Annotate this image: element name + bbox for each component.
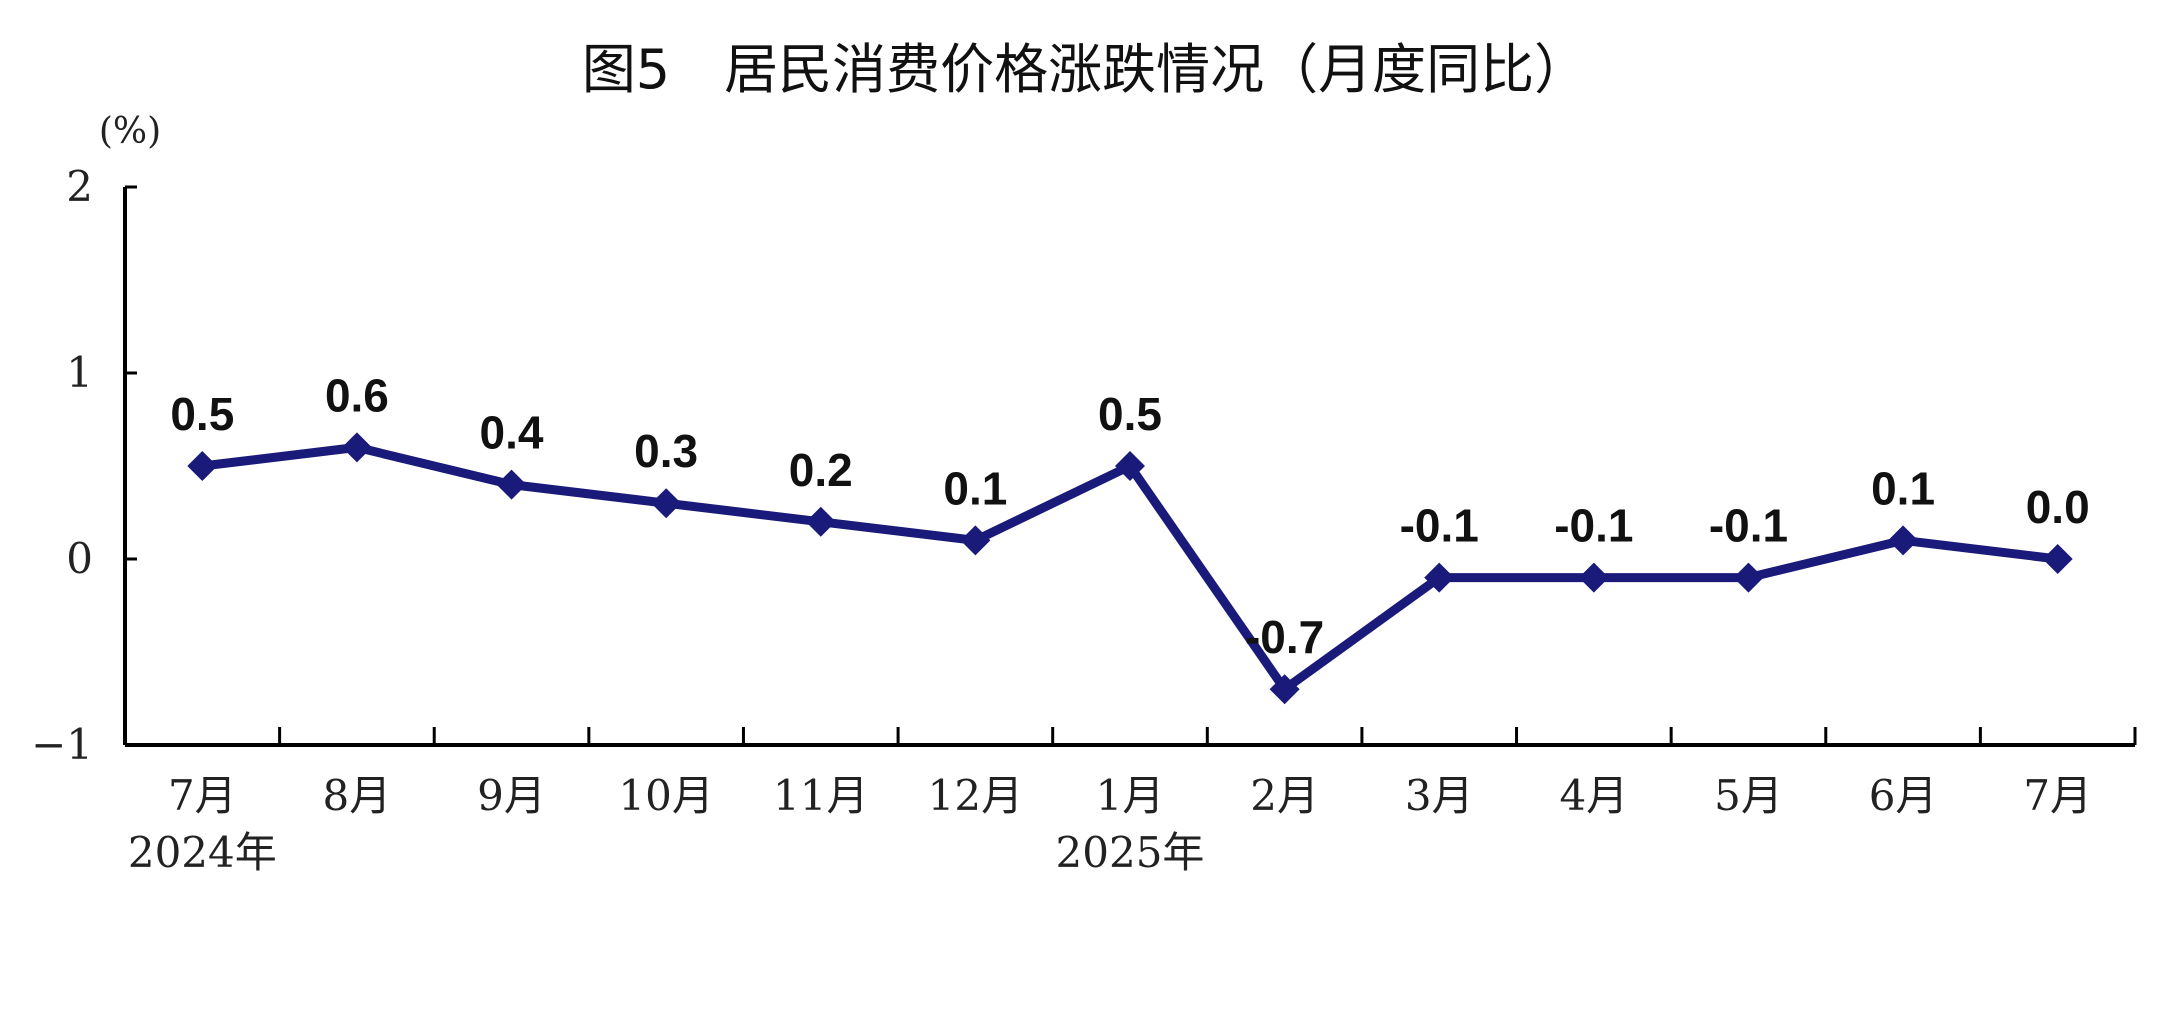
data-point-marker	[1269, 674, 1300, 705]
y-tick-label: −1	[31, 720, 93, 769]
data-label: 0.3	[634, 425, 698, 477]
data-point-marker	[1115, 451, 1145, 481]
data-label: -0.1	[1709, 500, 1788, 552]
data-point-marker	[1578, 562, 1609, 593]
y-tick-label: 1	[66, 348, 93, 397]
data-label: 0.1	[1871, 462, 1935, 514]
data-point-marker	[1424, 562, 1455, 593]
data-label: 0.0	[2026, 481, 2090, 533]
data-point-marker	[805, 506, 836, 537]
data-label: 0.4	[480, 407, 544, 459]
data-point-marker	[651, 488, 682, 519]
x-tick-label: 10月	[618, 771, 713, 820]
x-tick-label: 11月	[773, 771, 868, 820]
data-point-marker	[960, 525, 991, 556]
x-tick-label: 12月	[928, 771, 1023, 820]
data-point-marker	[2042, 544, 2073, 574]
series-layer	[187, 432, 2073, 705]
y-axis-ticks: 2 1 0 −1	[31, 162, 137, 769]
x-tick-label: 7月	[168, 771, 237, 820]
data-point-marker	[496, 469, 527, 500]
x-axis-ticks: 7月 8月 9月 10月 11月 12月 1月 2月 3月 4月 5月 6月 7月 2024年 2025年	[123, 727, 2137, 877]
data-label: 0.2	[789, 444, 853, 496]
axes	[123, 187, 2135, 747]
y-tick-label: 2	[66, 162, 93, 211]
y-axis-unit-label: (%)	[99, 111, 161, 152]
data-label: 0.6	[325, 369, 389, 421]
data-point-marker	[341, 432, 372, 463]
x-year-label: 2025年	[1056, 828, 1205, 877]
data-label: 0.5	[170, 388, 234, 440]
data-label: -0.7	[1245, 611, 1324, 663]
chart-title: 图5 居民消费价格涨跌情况（月度同比）	[582, 38, 1588, 101]
data-point-marker	[1888, 525, 1919, 556]
x-tick-label: 4月	[1559, 771, 1628, 820]
x-year-label: 2024年	[128, 828, 277, 877]
data-point-marker	[187, 451, 218, 481]
data-label: -0.1	[1400, 500, 1479, 552]
series-line	[197, 442, 2063, 694]
data-label: 0.5	[1098, 388, 1162, 440]
y-tick-label: 0	[66, 534, 93, 583]
x-tick-label: 9月	[477, 771, 546, 820]
x-tick-label: 7月	[2023, 771, 2092, 820]
data-point-marker	[1733, 562, 1764, 593]
x-tick-label: 6月	[1869, 771, 1938, 820]
x-tick-label: 1月	[1096, 771, 1165, 820]
x-tick-label: 2月	[1250, 771, 1319, 820]
data-label: 0.1	[943, 462, 1007, 514]
x-tick-label: 3月	[1405, 771, 1474, 820]
data-label: -0.1	[1554, 500, 1633, 552]
x-tick-label: 5月	[1714, 771, 1783, 820]
x-tick-label: 8月	[323, 771, 392, 820]
data-labels-layer: 0.5 0.6 0.4 0.3 0.2 0.1 0.5 -0.7 -0.1 -0.1 -0.1 0.1…	[170, 369, 2089, 663]
